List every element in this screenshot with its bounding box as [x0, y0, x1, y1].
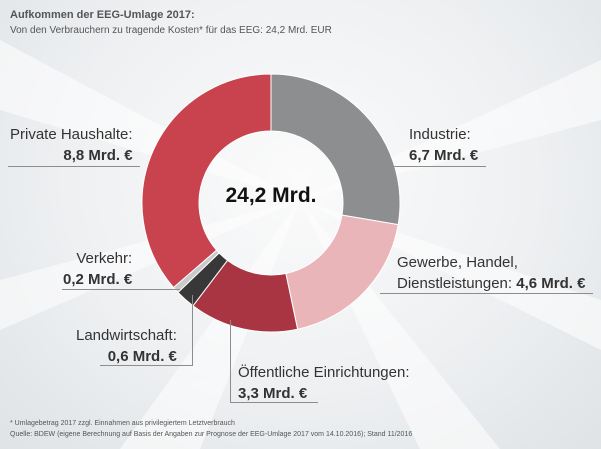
- slice-private-haushalte: [141, 73, 272, 289]
- label-gewerbe-name2: Dienstleistungen:: [397, 275, 513, 292]
- slice-industrie: [270, 73, 401, 226]
- leader-industrie: [380, 166, 486, 167]
- label-verkehr-name: Verkehr:: [76, 250, 133, 267]
- label-landwirtschaft-name: Landwirtschaft:: [76, 327, 177, 344]
- leader-landwirtschaft-v: [192, 295, 193, 365]
- footnote-asterisk: * Umlagebetrag 2017 zzgl. Einnahmen aus …: [10, 420, 235, 427]
- label-landwirtschaft: Landwirtschaft: 0,6 Mrd. €: [76, 325, 177, 367]
- label-oeffentlich-name: Öffentliche Einrichtungen:: [238, 364, 410, 381]
- label-gewerbe: Gewerbe, Handel, Dienstleistungen: 4,6 M…: [397, 252, 585, 294]
- leader-oeffentlich-v: [230, 320, 231, 402]
- label-haushalte-name: Private Haushalte:: [10, 126, 133, 143]
- label-oeffentlich-value: 3,3 Mrd. €: [238, 385, 308, 402]
- chart-subtitle: Von den Verbrauchern zu tragende Kosten*…: [10, 25, 332, 36]
- label-haushalte-value: 8,8 Mrd. €: [63, 147, 133, 164]
- label-gewerbe-name: Gewerbe, Handel,: [397, 254, 518, 271]
- label-gewerbe-value: 4,6 Mrd. €: [516, 275, 586, 292]
- label-verkehr: Verkehr: 0,2 Mrd. €: [63, 248, 132, 290]
- label-verkehr-value: 0,2 Mrd. €: [63, 271, 133, 288]
- label-oeffentlich: Öffentliche Einrichtungen: 3,3 Mrd. €: [238, 362, 410, 404]
- chart-title: Aufkommen der EEG-Umlage 2017:: [10, 9, 195, 21]
- total-label: 24,2 Mrd.: [225, 184, 317, 207]
- header: Aufkommen der EEG-Umlage 2017: Von den V…: [10, 9, 332, 36]
- leader-oeffentlich: [230, 402, 318, 403]
- label-haushalte: Private Haushalte: 8,8 Mrd. €: [10, 124, 133, 166]
- leader-haushalte: [8, 166, 140, 167]
- leader-verkehr: [62, 289, 180, 290]
- footnotes: * Umlagebetrag 2017 zzgl. Einnahmen aus …: [10, 418, 412, 440]
- footnote-source: Quelle: BDEW (eigene Berechnung auf Basi…: [10, 431, 413, 438]
- leader-gewerbe: [380, 293, 593, 294]
- leader-landwirtschaft: [100, 365, 193, 366]
- label-industrie-value: 6,7 Mrd. €: [409, 147, 479, 164]
- slice-gewerbe-handel-dienstleistungen: [285, 214, 399, 330]
- label-industrie-name: Industrie:: [409, 126, 471, 143]
- label-industrie: Industrie: 6,7 Mrd. €: [409, 124, 478, 166]
- label-landwirtschaft-value: 0,6 Mrd. €: [107, 348, 177, 365]
